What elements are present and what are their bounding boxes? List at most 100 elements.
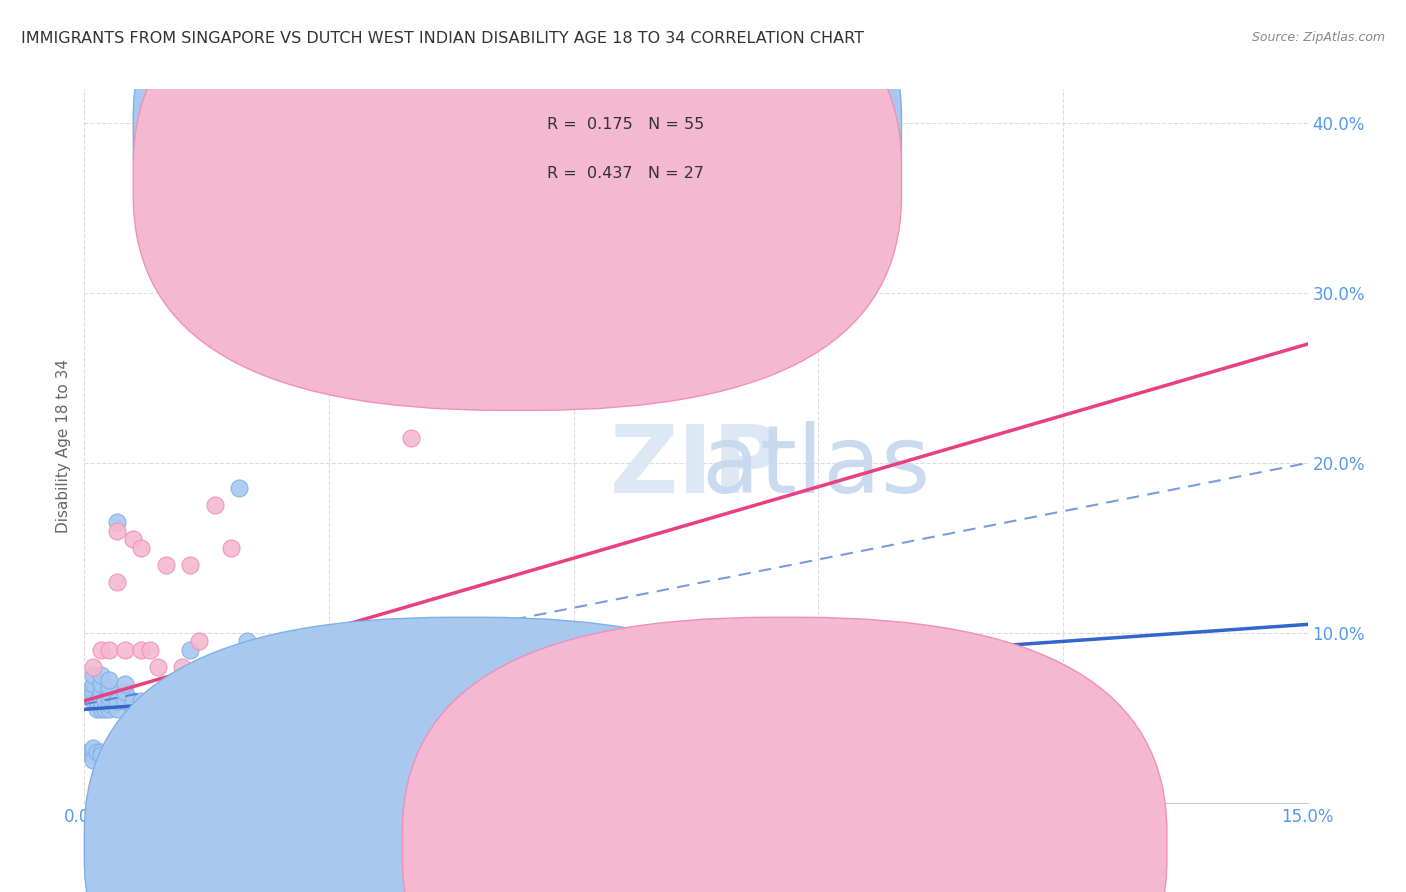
Point	[179, 558, 201, 572]
Point	[335, 660, 357, 674]
Point	[82, 685, 104, 699]
Point	[114, 694, 136, 708]
Point	[90, 643, 112, 657]
Point	[179, 643, 201, 657]
Point	[97, 745, 120, 759]
Point	[90, 702, 112, 716]
Point	[82, 741, 104, 756]
Point	[90, 685, 112, 699]
Point	[219, 541, 242, 555]
Point	[155, 558, 177, 572]
Point	[277, 651, 299, 665]
Point	[399, 753, 422, 767]
FancyBboxPatch shape	[402, 617, 1167, 892]
Text: IMMIGRANTS FROM SINGAPORE VS DUTCH WEST INDIAN DISABILITY AGE 18 TO 34 CORRELATI: IMMIGRANTS FROM SINGAPORE VS DUTCH WEST …	[21, 31, 865, 46]
Point	[359, 634, 381, 648]
Point	[82, 694, 104, 708]
Point	[146, 702, 169, 716]
Point	[105, 748, 128, 763]
Point	[122, 702, 145, 716]
Point	[86, 702, 108, 716]
Point	[77, 745, 100, 759]
Point	[603, 643, 626, 657]
Point	[481, 634, 503, 648]
Point	[228, 482, 250, 496]
Point	[562, 660, 585, 674]
Point	[172, 753, 194, 767]
Point	[399, 643, 422, 657]
Point	[440, 651, 463, 665]
Point	[562, 753, 585, 767]
Point	[522, 643, 544, 657]
Point	[627, 668, 650, 682]
Point	[86, 694, 108, 708]
Point	[105, 702, 128, 716]
Point	[399, 430, 422, 444]
Point	[105, 516, 128, 530]
Point	[253, 651, 276, 665]
Text: Source: ZipAtlas.com: Source: ZipAtlas.com	[1251, 31, 1385, 45]
Point	[204, 694, 226, 708]
Point	[93, 694, 117, 708]
Point	[146, 694, 169, 708]
Text: Immigrants from Singapore: Immigrants from Singapore	[488, 842, 689, 856]
Point	[90, 748, 112, 763]
Point	[105, 574, 128, 589]
Point	[97, 690, 120, 705]
Point	[644, 294, 666, 309]
Text: R =  0.175   N = 55: R = 0.175 N = 55	[547, 118, 704, 132]
Point	[848, 125, 870, 139]
Point	[97, 753, 120, 767]
FancyBboxPatch shape	[482, 103, 787, 214]
Point	[97, 643, 120, 657]
Point	[105, 524, 128, 538]
Point	[97, 698, 120, 712]
Point	[195, 753, 218, 767]
Point	[318, 634, 340, 648]
Point	[114, 677, 136, 691]
Point	[318, 753, 340, 767]
Point	[131, 694, 153, 708]
Point	[138, 702, 160, 716]
Point	[82, 660, 104, 674]
Point	[359, 660, 381, 674]
Text: R =  0.437   N = 27: R = 0.437 N = 27	[547, 166, 704, 181]
Point	[204, 499, 226, 513]
Point	[146, 660, 169, 674]
Point	[172, 660, 194, 674]
Point	[416, 643, 439, 657]
Point	[522, 753, 544, 767]
Point	[82, 668, 104, 682]
Point	[603, 660, 626, 674]
Point	[93, 702, 117, 716]
FancyBboxPatch shape	[84, 617, 849, 892]
Point	[342, 643, 364, 657]
Point	[97, 685, 120, 699]
Point	[236, 643, 259, 657]
Point	[318, 660, 340, 674]
Point	[114, 753, 136, 767]
Point	[90, 677, 112, 691]
Point	[277, 753, 299, 767]
Point	[195, 689, 218, 703]
Point	[97, 680, 120, 694]
Point	[155, 694, 177, 708]
Point	[163, 694, 186, 708]
Point	[77, 685, 100, 699]
Point	[82, 753, 104, 767]
Point	[807, 193, 830, 207]
Point	[122, 694, 145, 708]
Point	[82, 677, 104, 691]
Point	[97, 673, 120, 688]
Point	[725, 792, 748, 806]
Point	[131, 643, 153, 657]
Point	[277, 634, 299, 648]
Point	[236, 753, 259, 767]
Point	[187, 634, 209, 648]
Point	[562, 643, 585, 657]
Point	[603, 753, 626, 767]
Y-axis label: Disability Age 18 to 34: Disability Age 18 to 34	[56, 359, 72, 533]
Point	[97, 702, 120, 716]
Point	[114, 643, 136, 657]
Point	[138, 643, 160, 657]
